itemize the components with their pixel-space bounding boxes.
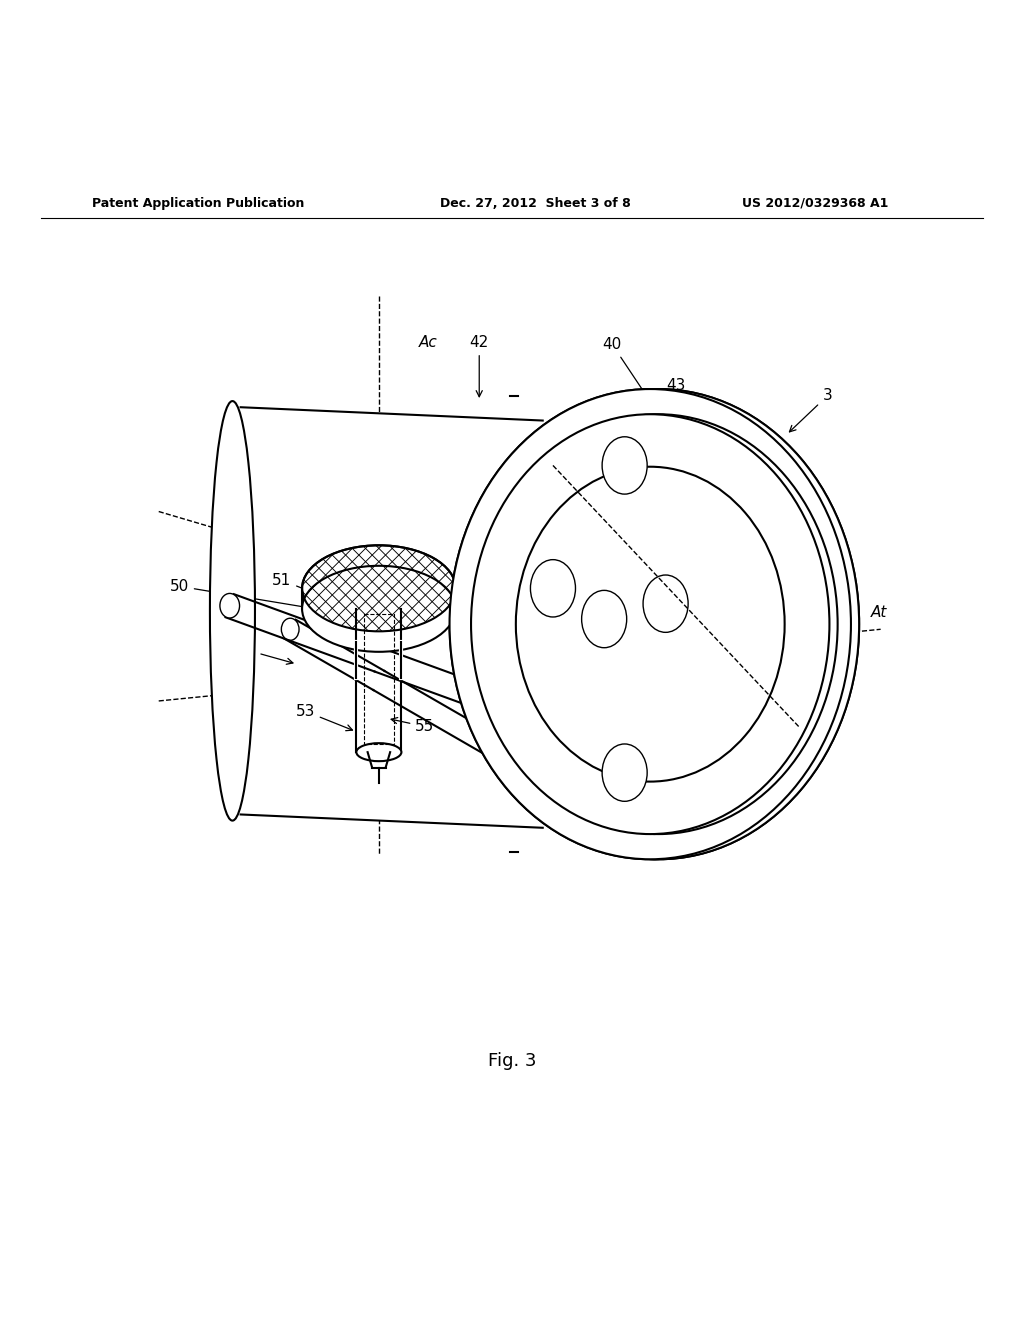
Text: 43: 43 <box>663 378 685 422</box>
Ellipse shape <box>602 437 647 494</box>
Ellipse shape <box>356 743 401 762</box>
Ellipse shape <box>282 618 299 640</box>
Ellipse shape <box>602 744 647 801</box>
Text: Ac: Ac <box>419 335 437 350</box>
Ellipse shape <box>530 560 575 616</box>
Text: 53: 53 <box>296 704 352 731</box>
Text: 50: 50 <box>170 578 324 612</box>
Ellipse shape <box>471 414 829 834</box>
Ellipse shape <box>602 744 647 801</box>
Text: 54: 54 <box>571 678 590 693</box>
Ellipse shape <box>643 576 688 632</box>
Ellipse shape <box>547 713 566 737</box>
Ellipse shape <box>450 389 851 859</box>
Ellipse shape <box>220 594 240 618</box>
Ellipse shape <box>302 566 456 652</box>
Text: 40: 40 <box>603 337 651 403</box>
Text: 56: 56 <box>237 643 293 664</box>
Ellipse shape <box>602 437 647 494</box>
Ellipse shape <box>450 389 851 859</box>
Ellipse shape <box>582 590 627 648</box>
Ellipse shape <box>210 401 255 821</box>
Ellipse shape <box>458 389 859 859</box>
Ellipse shape <box>485 737 503 758</box>
Text: 51: 51 <box>272 573 311 593</box>
Text: 55: 55 <box>391 718 434 734</box>
Ellipse shape <box>643 576 688 632</box>
Ellipse shape <box>479 414 838 834</box>
Polygon shape <box>241 408 543 828</box>
Ellipse shape <box>458 389 859 859</box>
Text: 42: 42 <box>470 335 488 397</box>
Text: US 2012/0329368 A1: US 2012/0329368 A1 <box>742 197 889 210</box>
Ellipse shape <box>516 467 784 781</box>
Ellipse shape <box>582 590 627 648</box>
Ellipse shape <box>471 414 829 834</box>
Text: At: At <box>870 606 887 620</box>
Text: Patent Application Publication: Patent Application Publication <box>92 197 304 210</box>
Ellipse shape <box>302 545 456 631</box>
Text: Fig. 3: Fig. 3 <box>487 1052 537 1071</box>
Ellipse shape <box>516 467 784 781</box>
Ellipse shape <box>530 560 575 616</box>
Ellipse shape <box>479 414 838 834</box>
Text: Dec. 27, 2012  Sheet 3 of 8: Dec. 27, 2012 Sheet 3 of 8 <box>440 197 631 210</box>
Text: 3: 3 <box>790 388 833 432</box>
